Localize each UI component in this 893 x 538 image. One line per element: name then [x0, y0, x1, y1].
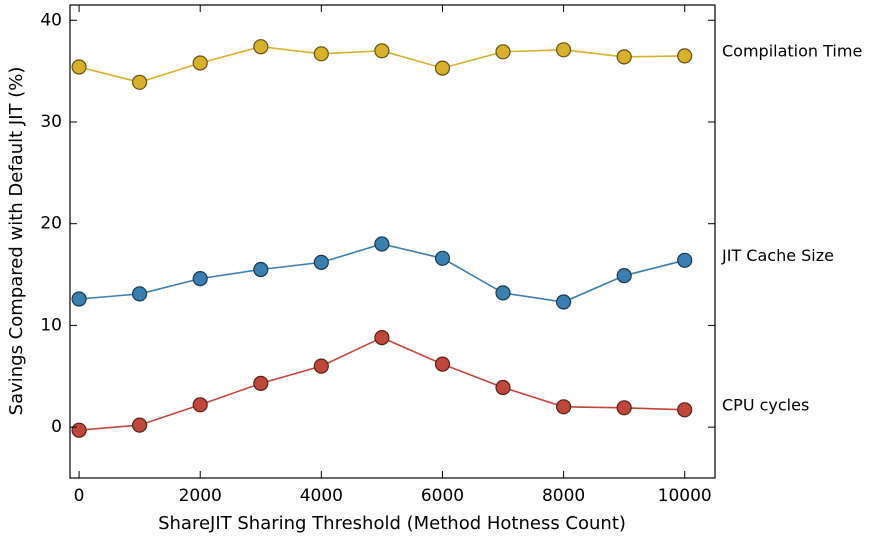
series-line-cpu-cycles — [79, 336, 685, 431]
data-point-jit-cache-size — [374, 236, 390, 252]
x-tick-label: 8000 — [542, 486, 585, 506]
series-label-cpu-cycles: CPU cycles — [722, 395, 809, 414]
data-point-cpu-cycles — [313, 358, 329, 374]
data-point-jit-cache-size — [616, 268, 632, 284]
data-point-jit-cache-size — [677, 252, 693, 268]
data-point-jit-cache-size — [253, 261, 269, 278]
data-point-cpu-cycles — [616, 400, 632, 416]
x-tick-label: 4000 — [300, 486, 343, 506]
data-point-compilation-time — [192, 55, 208, 71]
data-point-compilation-time — [374, 43, 390, 59]
data-point-jit-cache-size — [495, 285, 511, 301]
data-point-cpu-cycles — [677, 402, 693, 418]
data-point-compilation-time — [677, 48, 693, 64]
y-tick-label: 30 — [40, 112, 62, 132]
series-line-jit-cache-size — [79, 243, 685, 303]
data-point-compilation-time — [71, 59, 87, 75]
data-point-cpu-cycles — [192, 397, 208, 413]
data-point-jit-cache-size — [434, 250, 451, 266]
data-point-compilation-time — [132, 74, 148, 90]
data-point-compilation-time — [253, 39, 269, 55]
y-tick-label: 0 — [51, 417, 62, 437]
data-point-cpu-cycles — [71, 422, 87, 438]
data-point-cpu-cycles — [132, 417, 148, 433]
x-tick-label: 0 — [74, 486, 85, 506]
x-axis-ticks: 0 2000 4000 6000 8000 10000 — [74, 5, 712, 506]
y-axis-title: Savings Compared with Default JIT (%) — [6, 67, 27, 416]
data-point-jit-cache-size — [313, 254, 329, 270]
x-tick-label: 2000 — [179, 486, 222, 506]
data-point-cpu-cycles — [253, 375, 269, 391]
data-point-compilation-time — [495, 44, 511, 60]
data-point-cpu-cycles — [555, 399, 572, 415]
data-point-cpu-cycles — [495, 379, 511, 396]
y-axis-ticks: 0 10 20 30 40 — [40, 10, 715, 437]
y-tick-label: 40 — [40, 10, 62, 30]
data-point-jit-cache-size — [192, 271, 208, 287]
series-labels: Compilation Time JIT Cache Size CPU cycles — [721, 41, 862, 414]
y-tick-label: 10 — [40, 315, 62, 335]
x-tick-label: 10000 — [658, 486, 712, 506]
y-tick-label: 20 — [40, 214, 62, 234]
data-point-compilation-time — [313, 46, 329, 62]
data-point-jit-cache-size — [132, 286, 148, 302]
plot-frame — [69, 4, 716, 479]
series-label-compilation-time: Compilation Time — [722, 41, 862, 60]
data-point-cpu-cycles — [434, 356, 451, 372]
data-point-compilation-time — [434, 60, 451, 76]
data-point-compilation-time — [555, 42, 572, 58]
data-point-compilation-time — [616, 49, 632, 65]
data-point-jit-cache-size — [71, 291, 87, 307]
x-tick-label: 6000 — [421, 486, 464, 506]
x-axis-title: ShareJIT Sharing Threshold (Method Hotne… — [158, 513, 626, 534]
plot-points — [71, 39, 693, 438]
series-label-jit-cache-size: JIT Cache Size — [721, 246, 834, 265]
data-point-cpu-cycles — [374, 330, 390, 346]
data-point-jit-cache-size — [555, 294, 572, 310]
